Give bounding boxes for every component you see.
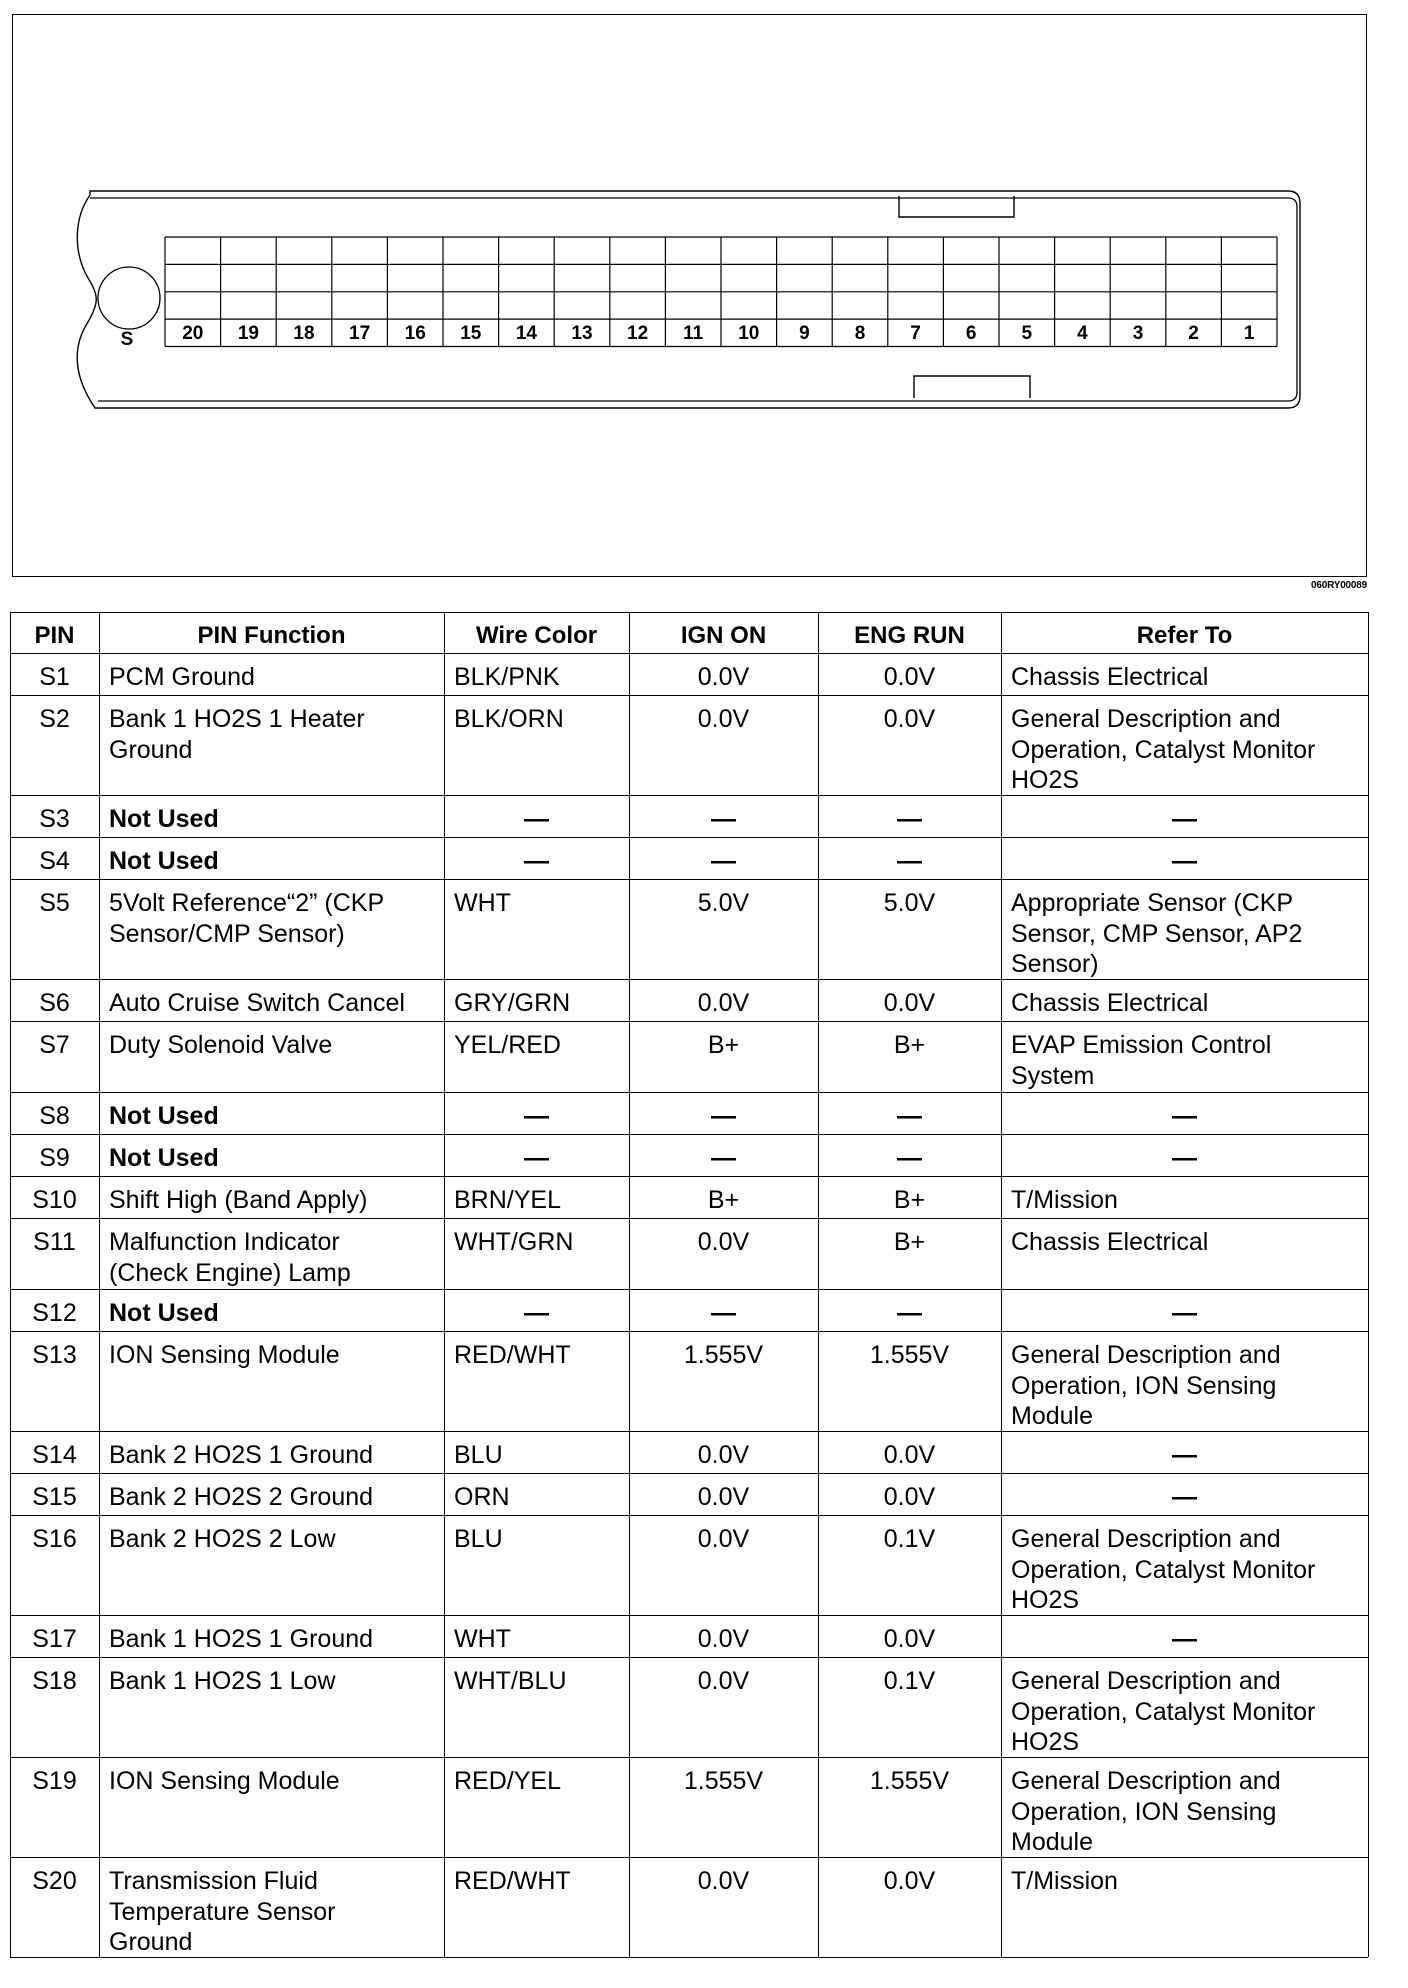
svg-text:15: 15 [460, 323, 482, 344]
svg-text:12: 12 [627, 323, 648, 344]
svg-text:18: 18 [293, 323, 314, 344]
svg-text:19: 19 [238, 323, 259, 344]
svg-text:2: 2 [1188, 323, 1199, 344]
svg-text:11: 11 [683, 323, 704, 344]
svg-text:S: S [121, 329, 134, 350]
svg-text:1: 1 [1244, 323, 1255, 344]
svg-text:16: 16 [405, 323, 426, 344]
svg-text:13: 13 [571, 323, 592, 344]
svg-text:14: 14 [516, 323, 538, 344]
svg-text:7: 7 [910, 323, 921, 344]
svg-text:10: 10 [738, 323, 759, 344]
svg-text:3: 3 [1133, 323, 1144, 344]
svg-text:8: 8 [855, 323, 866, 344]
svg-text:17: 17 [349, 323, 370, 344]
svg-text:20: 20 [182, 323, 203, 344]
svg-text:5: 5 [1022, 323, 1033, 344]
svg-text:4: 4 [1077, 323, 1088, 344]
svg-text:9: 9 [799, 323, 810, 344]
svg-text:6: 6 [966, 323, 977, 344]
